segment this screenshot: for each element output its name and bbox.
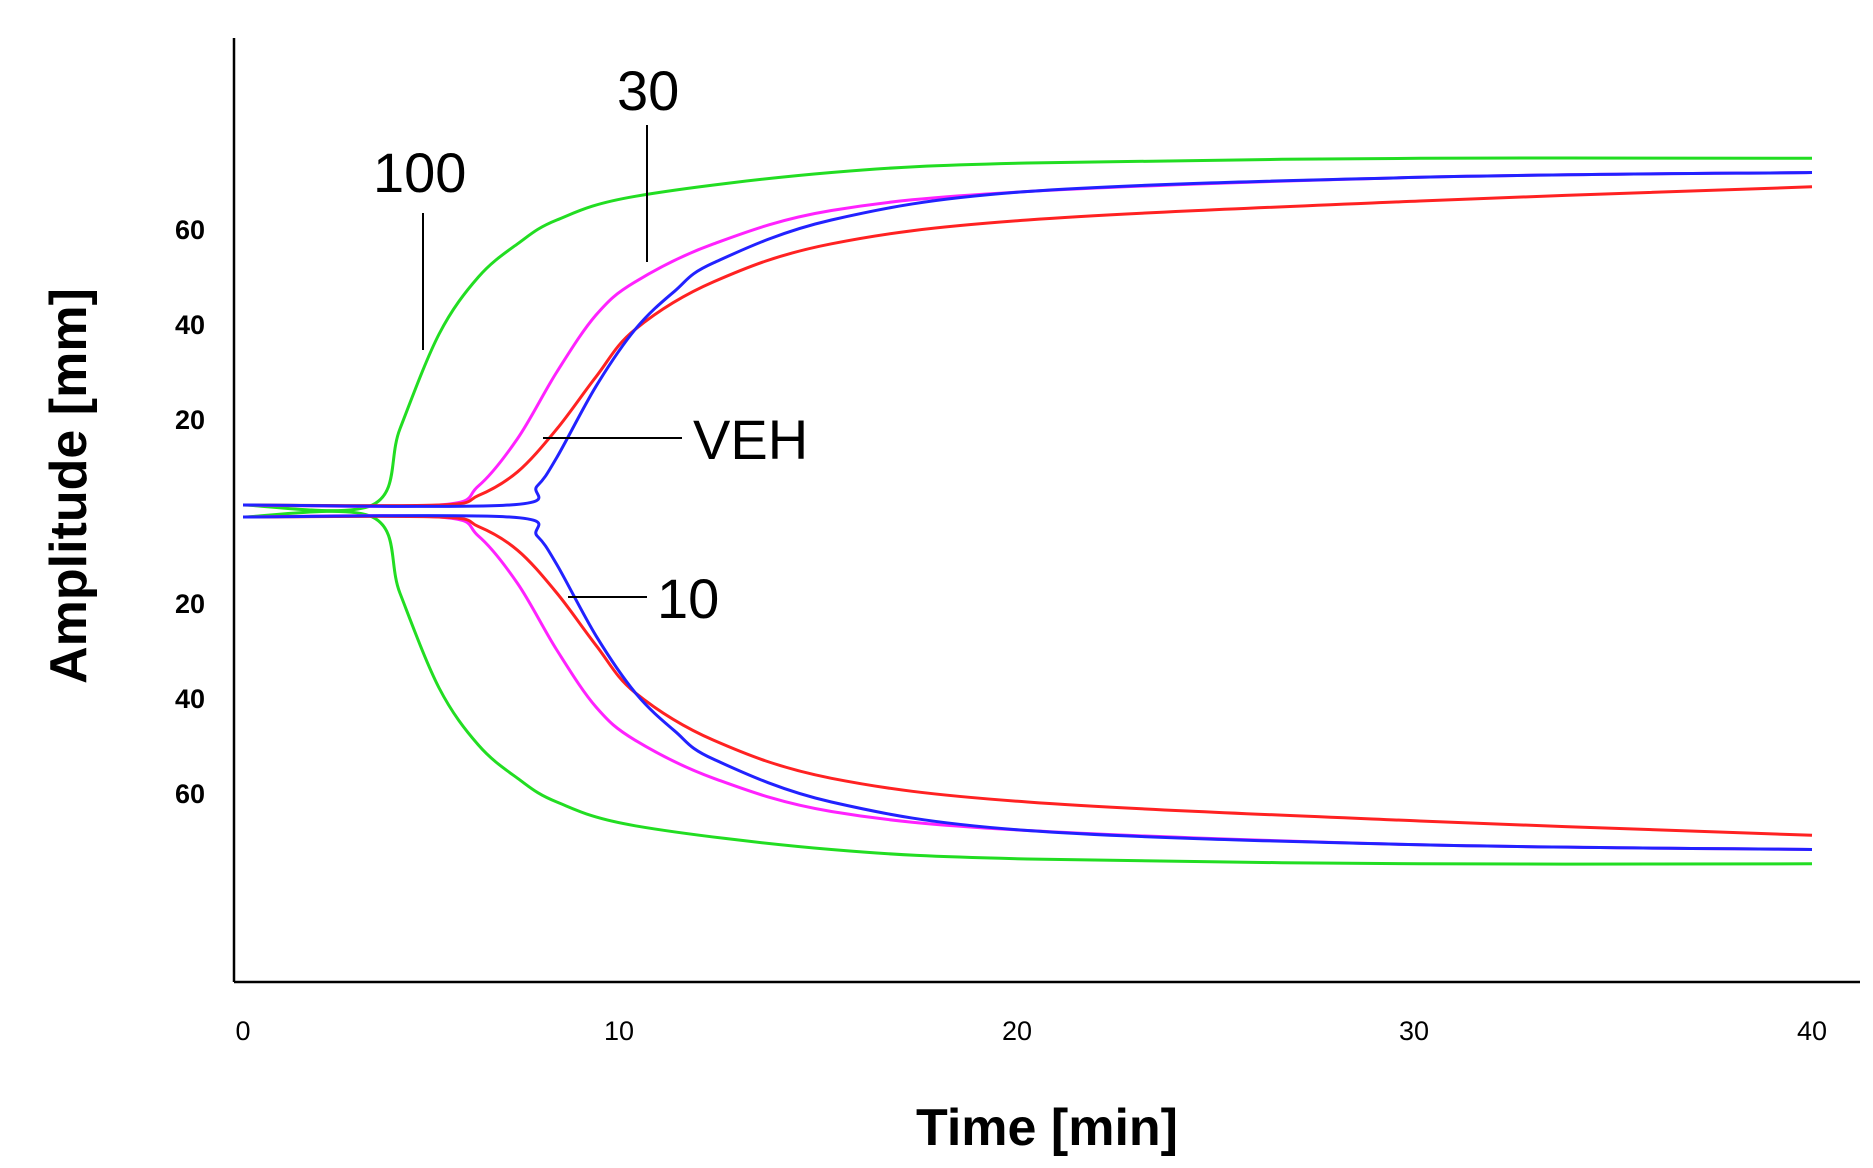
series-100-upper-trace (242, 156, 1813, 513)
y-axis-title: Amplitude [mm] (40, 288, 98, 684)
x-tick-label: 0 (235, 1016, 250, 1046)
annotation-30-label: 30 (617, 59, 679, 122)
series-veh-lower-trace (242, 514, 1813, 837)
annotation-veh-label: VEH (693, 408, 808, 471)
y-tick-label: 60 (175, 215, 205, 245)
y-tick-label: 40 (175, 310, 205, 340)
series-veh-upper-trace (242, 185, 1813, 508)
series-30-upper-trace (242, 171, 1813, 508)
y-tick-label: 20 (175, 589, 205, 619)
x-tick-label: 40 (1797, 1016, 1827, 1046)
series-group (242, 156, 1813, 866)
y-tick-label: 60 (175, 779, 205, 809)
annotation-100-label: 100 (373, 141, 466, 204)
y-tick-labels: 60 40 20 20 40 60 (175, 215, 205, 809)
series-100-lower-trace (242, 509, 1813, 866)
annotation-group: 100 30 VEH 10 (373, 59, 808, 630)
x-tick-labels: 0 10 20 30 40 (235, 1016, 1827, 1046)
x-axis-title: Time [min] (916, 1099, 1178, 1157)
series-10-lower-trace (242, 514, 1813, 851)
series-10-upper-trace (242, 171, 1813, 508)
annotation-10-label: 10 (657, 567, 719, 630)
x-tick-label: 30 (1399, 1016, 1429, 1046)
x-tick-label: 20 (1002, 1016, 1032, 1046)
y-tick-label: 40 (175, 684, 205, 714)
y-tick-label: 20 (175, 405, 205, 435)
series-30-lower-trace (242, 514, 1813, 851)
x-tick-label: 10 (604, 1016, 634, 1046)
